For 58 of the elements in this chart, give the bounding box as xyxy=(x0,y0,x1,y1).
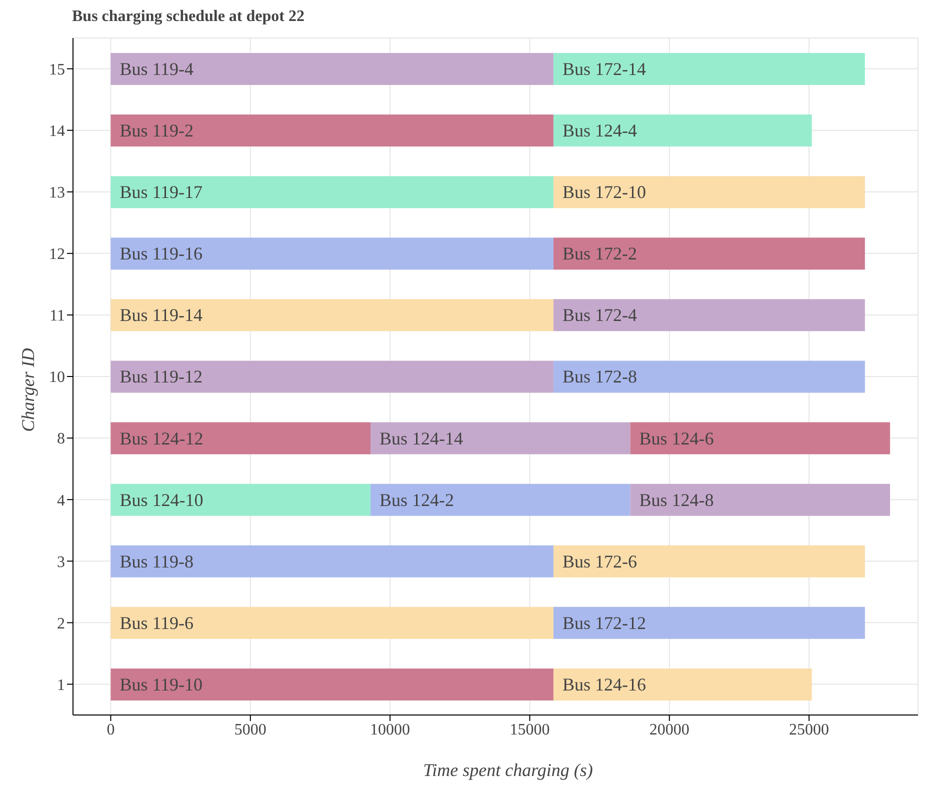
x-tick-label: 10000 xyxy=(370,721,410,738)
bar xyxy=(110,176,554,208)
data-label: Bus 119-16 xyxy=(120,244,203,264)
bar xyxy=(553,176,865,208)
y-tick-label: 8 xyxy=(57,430,65,448)
y-tick-label: 11 xyxy=(50,308,65,325)
data-label: Bus 124-16 xyxy=(562,674,646,694)
data-label: Bus 119-8 xyxy=(120,551,194,572)
data-label: Bus 124-6 xyxy=(639,428,714,448)
data-label: Bus 172-14 xyxy=(562,59,646,79)
bar xyxy=(630,484,890,516)
data-label: Bus 172-12 xyxy=(562,612,646,633)
y-tick-label: 14 xyxy=(49,123,65,140)
data-label: Bus 124-8 xyxy=(639,490,714,510)
data-label: Bus 124-12 xyxy=(120,428,204,448)
y-tick-label: 2 xyxy=(57,615,65,632)
bar xyxy=(110,422,370,454)
x-tick-label: 20000 xyxy=(649,721,690,738)
chart-title: Bus charging schedule at depot 22 xyxy=(72,8,306,27)
data-label: Bus 124-2 xyxy=(379,490,454,510)
bar xyxy=(553,114,812,147)
data-label: Bus 172-10 xyxy=(562,182,646,202)
x-tick-label: 15000 xyxy=(510,721,550,738)
x-tick-label: 5000 xyxy=(234,721,266,738)
y-tick-label: 4 xyxy=(57,492,65,510)
bar xyxy=(110,668,554,700)
x-tick-label: 25000 xyxy=(789,721,830,738)
bar xyxy=(553,545,865,578)
data-label: Bus 172-4 xyxy=(562,305,637,326)
data-label: Bus 119-12 xyxy=(120,366,203,387)
bar xyxy=(553,668,812,700)
y-tick-label: 15 xyxy=(49,61,65,78)
x-tick-label: 0 xyxy=(106,721,115,738)
data-label: Bus 119-4 xyxy=(120,59,194,79)
data-label: Bus 124-10 xyxy=(120,490,204,510)
bar xyxy=(110,114,554,147)
y-tick-label: 12 xyxy=(49,246,65,264)
bar xyxy=(553,360,865,393)
data-label: Bus 172-6 xyxy=(562,551,637,572)
x-axis-title: Time spent charging (s) xyxy=(423,760,593,780)
y-tick-label: 13 xyxy=(49,184,65,202)
data-label: Bus 119-14 xyxy=(120,305,203,326)
data-label: Bus 119-6 xyxy=(120,612,194,633)
bar xyxy=(110,484,370,516)
data-label: Bus 124-4 xyxy=(562,120,637,141)
data-label: Bus 119-17 xyxy=(120,182,203,202)
data-label: Bus 119-2 xyxy=(120,120,194,141)
bar xyxy=(553,53,865,85)
data-label: Bus 172-8 xyxy=(562,366,637,387)
y-tick-label: 10 xyxy=(49,369,65,386)
y-tick-label: 1 xyxy=(57,676,65,694)
bar xyxy=(553,606,865,639)
data-label: Bus 119-10 xyxy=(120,674,203,694)
data-label: Bus 124-14 xyxy=(379,428,464,448)
bar xyxy=(370,484,630,516)
y-tick-label: 3 xyxy=(57,554,65,571)
y-axis-title: Charger ID xyxy=(18,348,38,432)
data-label: Bus 172-2 xyxy=(562,244,637,264)
